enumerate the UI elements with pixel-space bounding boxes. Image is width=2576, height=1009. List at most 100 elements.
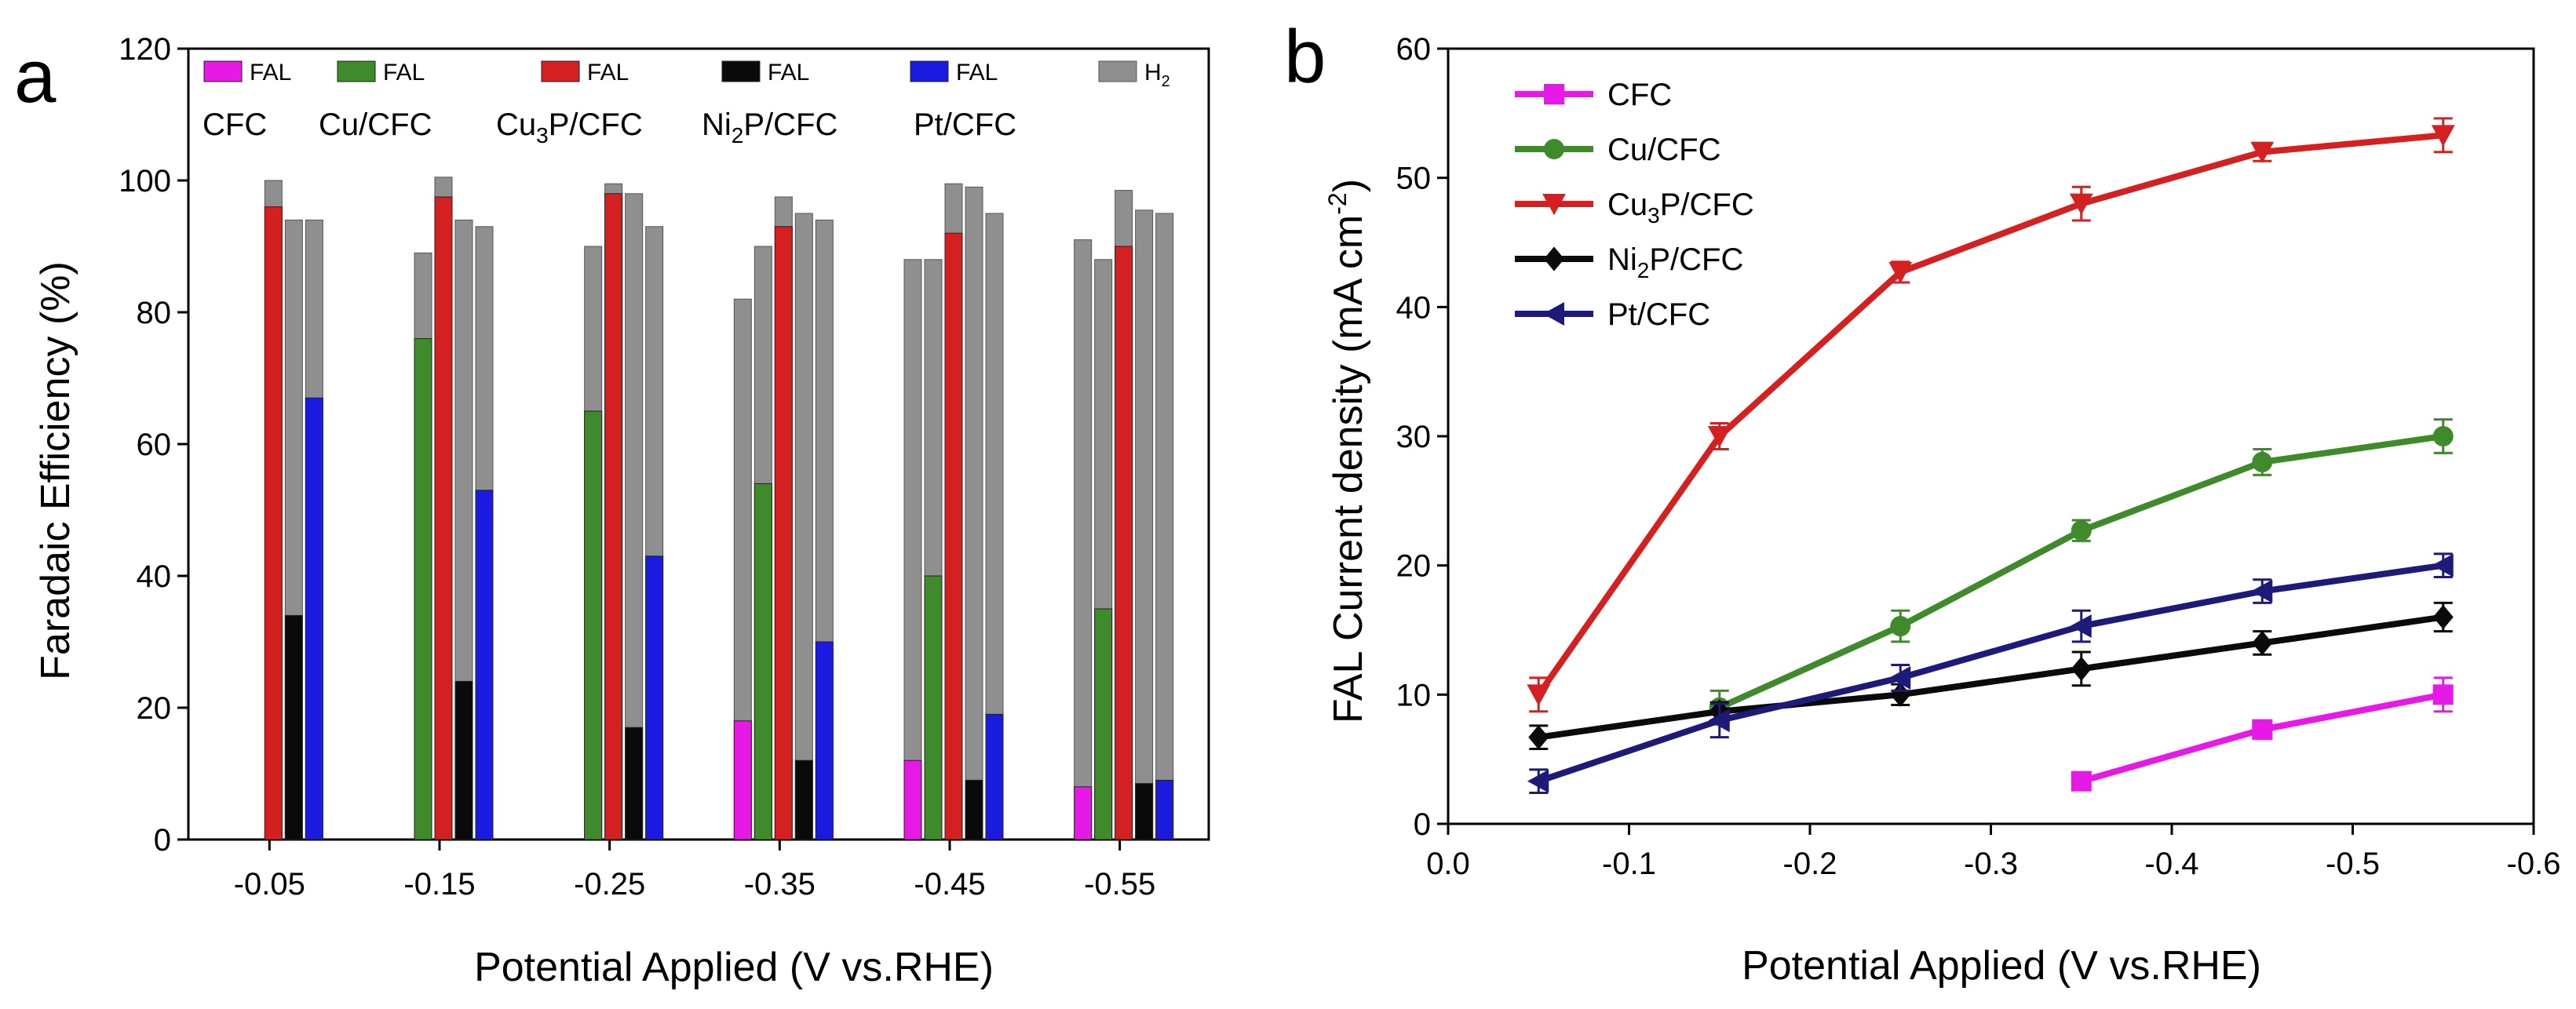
panel-b-legend-label-cfc-main: CFC xyxy=(1607,78,1672,112)
panel-b-point-cu-cfc-2 xyxy=(2071,520,2092,541)
panel-a-legend-fal-cu3p-cfc: FAL xyxy=(587,60,629,86)
panel-a-plot-frame xyxy=(187,47,1210,841)
panel-a-bar-h2-cfc-4 xyxy=(903,259,922,840)
panel-a-x-tick-label-4: -0.45 xyxy=(914,867,985,902)
panel-b-legend-label-pt-cfc-main: Pt/CFC xyxy=(1607,297,1710,332)
panel-b-legend-label-ni2p-cfc: Ni2P/CFC xyxy=(1607,242,1743,282)
panel-a-catalyst-label-cu-cfc-main: Cu/CFC xyxy=(319,107,432,142)
panel-a-bar-fal-cu3p-cfc-1 xyxy=(434,196,453,840)
panel-b-x-tick-label-6: -0.6 xyxy=(2507,847,2561,881)
panel-a-bar-fal-cfc-5 xyxy=(1074,786,1093,840)
panel-b-legend-label-cu3p-cfc-sub: 3 xyxy=(1647,203,1660,228)
panel-a-y-tick-label-4: 80 xyxy=(137,296,172,330)
panel-a-bar-fal-cu-cfc-4 xyxy=(924,575,943,840)
panel-a-y-tick-label-0: 0 xyxy=(154,823,171,858)
panel-b-y-tick-label-2: 20 xyxy=(1396,549,1432,584)
panel-a-catalyst-label-pt-cfc: Pt/CFC xyxy=(914,107,1016,142)
panel-b-legend-label-cu3p-cfc-main: Cu xyxy=(1607,188,1647,222)
panel-a-bar-fal-ni2p-cfc-5 xyxy=(1135,783,1154,840)
panel-a-y-axis-title: Faradaic Efficiency (%) xyxy=(33,261,78,680)
panel-a-y-tick-label-5: 100 xyxy=(119,164,171,199)
panel-a-catalyst-label-cu3p-cfc-tail: P/CFC xyxy=(549,107,643,142)
panel-a-catalyst-label-ni2p-cfc-main: Ni xyxy=(702,107,732,142)
panel-a-catalyst-label-cu-cfc: Cu/CFC xyxy=(319,107,432,142)
panel-b-x-tick-label-4: -0.4 xyxy=(2145,847,2199,881)
panel-b-point-ni2p-cfc-5 xyxy=(2432,604,2454,630)
panel-b-x-tick-label-3: -0.3 xyxy=(1964,847,2018,881)
panel-b-legend-label-cu3p-cfc-tail: P/CFC xyxy=(1660,188,1754,222)
panel-a-bar-fal-pt-cfc-0 xyxy=(305,397,323,840)
panel-b-x-axis-title: Potential Applied (V vs.RHE) xyxy=(1742,943,2261,989)
panel-a-bar-fal-pt-cfc-3 xyxy=(815,641,834,840)
panel-a-legend-fal-ni2p-cfc: FAL xyxy=(768,60,809,86)
panel-b-point-ni2p-cfc-3 xyxy=(2071,656,2092,681)
panel-b-point-ni2p-cfc-4 xyxy=(2252,630,2273,656)
panel-a-legend-h2: H2 xyxy=(1144,60,1170,90)
panel-b-line-pt-cfc xyxy=(1537,562,2444,785)
panel-b-line-ni2p-cfc xyxy=(1538,614,2444,741)
panel-b-point-cu3p-cfc-1 xyxy=(1707,426,1731,448)
panel-a-bar-fal-ni2p-cfc-0 xyxy=(284,614,303,840)
panel-b-legend-marker-cu-cfc xyxy=(1544,139,1564,159)
panel-b-legend-label-cu-cfc: Cu/CFC xyxy=(1607,133,1720,167)
panel-b-letter: b xyxy=(1284,15,1326,99)
panel-b-legend-marker-cu3p-cfc xyxy=(1542,194,1566,216)
panel-a-bar-h2-ni2p-cfc-5 xyxy=(1135,209,1154,840)
panel-b-point-ni2p-cfc-0 xyxy=(1528,725,1549,750)
panel-a-catalyst-label-cfc-main: CFC xyxy=(203,107,267,142)
panel-b-y-axis-title: FAL Current density (mA cm-2) xyxy=(1323,179,1371,723)
panel-a-y-tick-label-1: 20 xyxy=(137,691,172,726)
panel-a-legend-swatch-ni2p-cfc xyxy=(721,60,761,82)
panel-a-catalyst-label-ni2p-cfc-sub: 2 xyxy=(732,123,744,148)
panel-b-y-tick-label-0: 0 xyxy=(1414,807,1431,842)
panel-a-y-tick-label-3: 60 xyxy=(137,428,172,462)
panel-a-bar-fal-pt-cfc-1 xyxy=(475,490,494,840)
panel-a-bar-fal-cfc-3 xyxy=(733,720,752,840)
panel-a-x-tick-label-1: -0.15 xyxy=(403,867,475,902)
panel-b-y-tick-label-3: 30 xyxy=(1396,420,1432,454)
panel-a-bar-h2-cfc-5 xyxy=(1074,239,1093,840)
panel-a-bar-fal-pt-cfc-2 xyxy=(645,555,664,840)
panel-a-bar-fal-cu3p-cfc-2 xyxy=(604,193,623,840)
panel-b-point-cu3p-cfc-5 xyxy=(2431,125,2455,147)
panel-a-bar-fal-ni2p-cfc-4 xyxy=(965,779,983,840)
panel-a-legend-fal-cfc: FAL xyxy=(250,60,291,86)
panel-b-x-tick-label-5: -0.5 xyxy=(2326,847,2380,881)
panel-b-point-cu3p-cfc-4 xyxy=(2250,141,2275,164)
panel-b-legend-marker-ni2p-cfc xyxy=(1544,246,1564,271)
panel-b-point-cfc-0 xyxy=(2071,770,2092,792)
panel-a-legend-fal-pt-cfc: FAL xyxy=(956,60,998,86)
panel-b-x-tick-label-1: -0.1 xyxy=(1602,847,1656,881)
panel-b-y-tick-label-1: 10 xyxy=(1396,678,1432,712)
panel-b-point-pt-cfc-4 xyxy=(2250,579,2273,603)
panel-a-bar-fal-cu-cfc-3 xyxy=(753,483,772,840)
panel-b-point-pt-cfc-0 xyxy=(1527,769,1549,793)
panel-a-catalyst-label-ni2p-cfc-tail: P/CFC xyxy=(743,107,837,142)
panel-b-point-cu-cfc-4 xyxy=(2432,426,2454,446)
panel-b-legend-label-cu3p-cfc: Cu3P/CFC xyxy=(1607,188,1754,228)
panel-a-bar-h2-ni2p-cfc-3 xyxy=(794,213,813,840)
panel-b-y-tick-label-6: 60 xyxy=(1396,32,1432,67)
panel-a-bar-h2-ni2p-cfc-4 xyxy=(965,186,983,840)
panel-a-legend-swatch-cfc xyxy=(203,60,243,82)
panel-a-catalyst-label-cfc: CFC xyxy=(203,107,267,142)
panel-b-legend-label-ni2p-cfc-main: Ni xyxy=(1607,242,1637,277)
panel-b-point-pt-cfc-5 xyxy=(2432,553,2454,577)
panel-b-y-axis-title-sup: -2 xyxy=(1323,192,1352,214)
panel-a-x-tick-label-0: -0.05 xyxy=(234,867,305,902)
panel-b-legend-marker-cfc xyxy=(1544,84,1564,104)
panel-a-bar-fal-cu3p-cfc-5 xyxy=(1115,246,1133,840)
panel-b-point-cu-cfc-1 xyxy=(1890,616,1911,637)
panel-a-legend-swatch-pt-cfc xyxy=(910,60,949,82)
panel-a-legend-h2-main: H xyxy=(1144,60,1162,86)
panel-b-legend-marker-pt-cfc xyxy=(1542,302,1564,326)
panel-a-x-tick-label-2: -0.25 xyxy=(574,867,645,902)
panel-a-y-tick-label-2: 40 xyxy=(137,559,172,594)
panel-b-point-pt-cfc-3 xyxy=(2070,614,2092,639)
panel-a-x-tick-label-5: -0.55 xyxy=(1084,867,1155,902)
panel-a-bar-fal-cu-cfc-5 xyxy=(1094,608,1113,840)
panel-b-chart: 0 10 20 30 40 50 60 0.0 -0.1 -0.2 -0.3 -0.4 -0.5 -0.6… xyxy=(1396,32,2561,881)
panel-a-x-tick-label-3: -0.35 xyxy=(744,867,815,902)
panel-b-point-pt-cfc-1 xyxy=(1708,708,1730,733)
panel-a-bar-fal-ni2p-cfc-1 xyxy=(454,680,473,840)
